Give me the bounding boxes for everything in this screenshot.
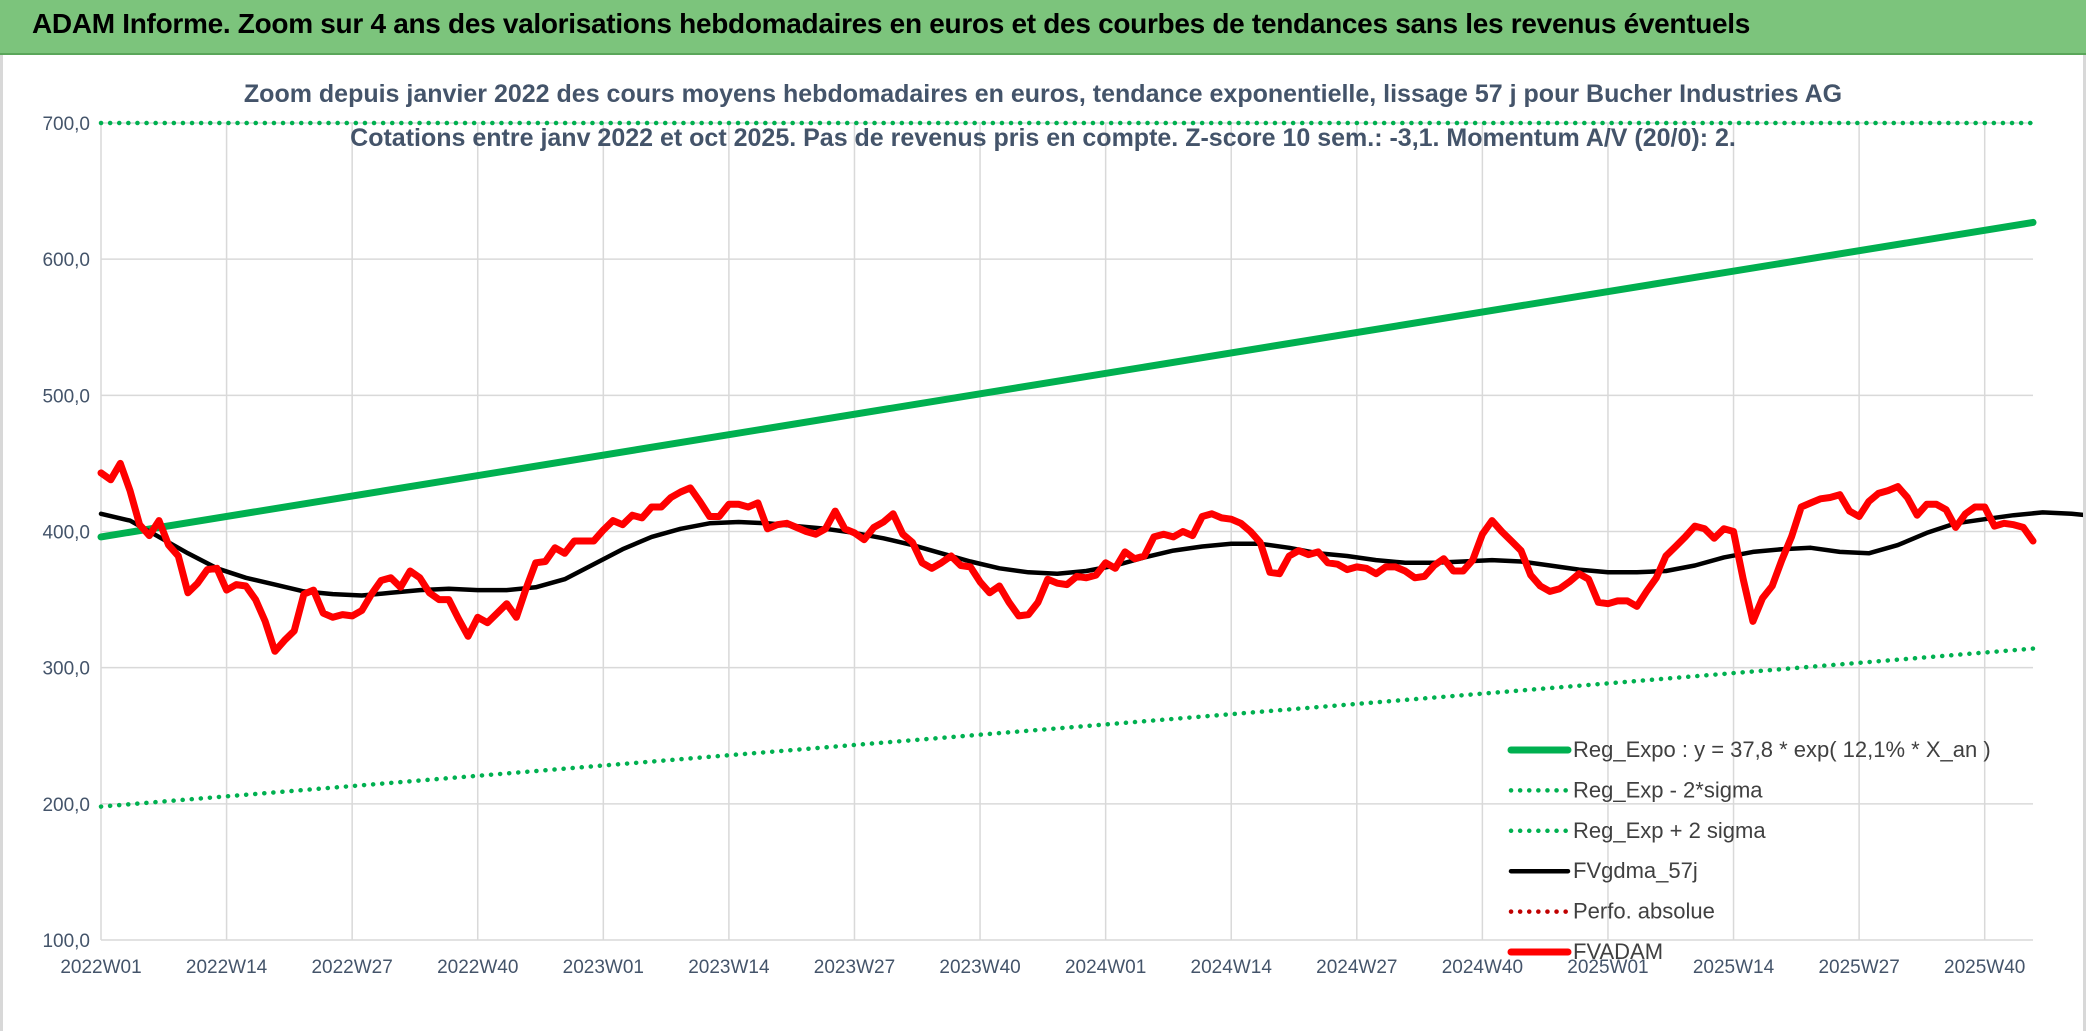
legend-label: Reg_Expo : y = 37,8 * exp( 12,1% * X_an … <box>1573 737 1991 762</box>
y-tick-label: 600,0 <box>42 250 90 271</box>
x-tick-label: 2023W01 <box>563 957 644 978</box>
report-banner: ADAM Informe. Zoom sur 4 ans des valoris… <box>0 0 2086 55</box>
legend-label: Reg_Exp - 2*sigma <box>1573 777 1763 802</box>
y-tick-label: 200,0 <box>42 795 90 816</box>
x-tick-label: 2025W14 <box>1693 957 1775 978</box>
x-tick-label: 2023W14 <box>688 957 770 978</box>
line-chart: 100,0 200,0 300,0 400,0 500,0 600,0 700,0 2022W… <box>42 80 2083 978</box>
chart-area: 100,0 200,0 300,0 400,0 500,0 600,0 700,0 2022W… <box>0 55 2086 1031</box>
x-tick-label: 2025W40 <box>1944 957 2025 978</box>
x-tick-label: 2024W27 <box>1316 957 1397 978</box>
series-line <box>97 218 2037 541</box>
y-tick-label: 100,0 <box>42 931 90 952</box>
series <box>97 120 2083 809</box>
y-tick-label: 700,0 <box>42 114 90 135</box>
axes: 100,0 200,0 300,0 400,0 500,0 600,0 700,0 2022W… <box>42 114 2025 978</box>
x-tick-label: 2023W27 <box>814 957 895 978</box>
y-tick-label: 300,0 <box>42 659 90 680</box>
x-tick-label: 2022W27 <box>311 957 392 978</box>
x-tick-label: 2024W01 <box>1065 957 1146 978</box>
legend-label: FVADAM <box>1573 939 1663 964</box>
legend: Reg_Expo : y = 37,8 * exp( 12,1% * X_an … <box>1507 728 2008 974</box>
y-tick-label: 500,0 <box>42 386 90 407</box>
x-tick-label: 2025W27 <box>1818 957 1899 978</box>
x-tick-label: 2022W01 <box>60 957 141 978</box>
legend-label: Perfo. absolue <box>1573 899 1715 924</box>
x-tick-label: 2022W14 <box>186 957 268 978</box>
x-tick-label: 2022W40 <box>437 957 518 978</box>
x-tick-label: 2025W01 <box>1567 957 1648 978</box>
legend-label: FVgdma_57j <box>1573 858 1698 883</box>
chart-subtitle: Cotations entre janv 2022 et oct 2025. P… <box>350 124 1736 152</box>
series-line <box>97 459 2037 655</box>
report-title: ADAM Informe. Zoom sur 4 ans des valoris… <box>32 8 1751 39</box>
x-tick-label: 2024W40 <box>1442 957 1523 978</box>
legend-label: Reg_Exp + 2 sigma <box>1573 818 1766 843</box>
x-tick-label: 2024W14 <box>1191 957 1273 978</box>
y-tick-label: 400,0 <box>42 523 90 544</box>
x-tick-label: 2023W40 <box>939 957 1020 978</box>
legend-box <box>1508 728 2008 974</box>
chart-title: Zoom depuis janvier 2022 des cours moyen… <box>244 80 1842 108</box>
